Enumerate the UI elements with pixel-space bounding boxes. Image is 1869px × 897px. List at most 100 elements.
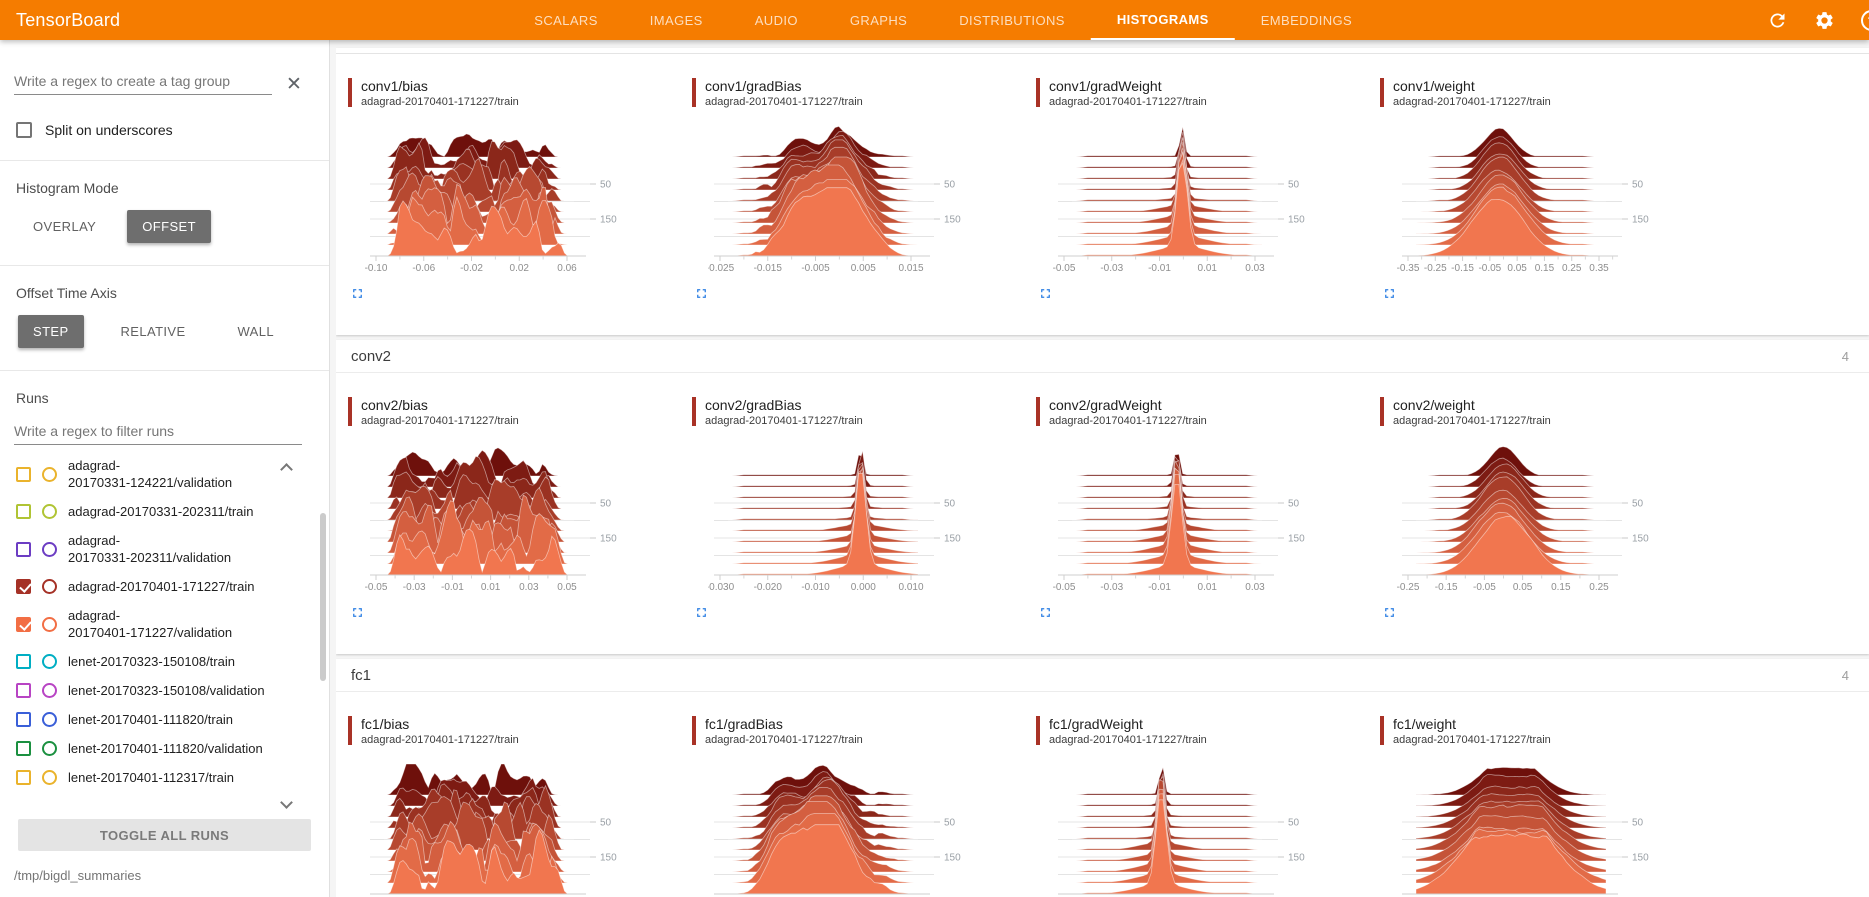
run-checkbox[interactable] xyxy=(16,616,31,632)
tag-category-header[interactable]: fc1 4 xyxy=(336,659,1869,692)
run-row[interactable]: adagrad- 20170401-171227/validation xyxy=(0,601,329,647)
run-color-bar xyxy=(692,78,696,107)
run-row[interactable]: lenet-20170323-150108/train xyxy=(0,647,329,676)
run-checkbox[interactable] xyxy=(16,741,31,756)
run-row[interactable]: adagrad-20170401-171227/train xyxy=(0,572,329,601)
expand-icon[interactable] xyxy=(350,286,366,302)
run-row[interactable]: lenet-20170401-111820/validation xyxy=(0,734,329,763)
expand-icon[interactable] xyxy=(694,286,710,302)
histogram-chart[interactable]: 50 150 -0.05 -0.03 -0.01 0.01 0.03 xyxy=(1052,124,1322,282)
histogram-panel-conv1-gradWeight: conv1/gradWeight adagrad-20170401-171227… xyxy=(1036,78,1380,335)
histogram-tag-title: fc1/weight xyxy=(1393,716,1457,732)
svg-text:0.05: 0.05 xyxy=(1507,263,1527,274)
run-row[interactable]: lenet-20170401-112317/train xyxy=(0,763,329,792)
option-overlay[interactable]: OVERLAY xyxy=(33,219,97,234)
tag-category-content: conv2/bias adagrad-20170401-171227/train… xyxy=(336,373,1869,654)
run-checkbox[interactable] xyxy=(16,654,31,669)
histogram-tag-title: fc1/bias xyxy=(361,716,410,732)
svg-text:-0.030: -0.030 xyxy=(708,582,735,593)
histogram-chart[interactable]: 50 150 xyxy=(1052,762,1322,897)
runs-regex-input[interactable] xyxy=(14,420,302,445)
svg-text:150: 150 xyxy=(600,853,617,864)
run-name: adagrad- 20170401-171227/validation xyxy=(68,608,233,640)
nav-tab-audio[interactable]: AUDIO xyxy=(754,12,798,28)
expand-icon[interactable] xyxy=(350,605,366,621)
svg-text:-0.35: -0.35 xyxy=(1397,263,1420,274)
run-name: lenet-20170323-150108/validation xyxy=(68,683,265,698)
histogram-chart[interactable]: 50 150 xyxy=(1396,762,1666,897)
split-underscores-checkbox[interactable] xyxy=(16,122,32,138)
expand-icon[interactable] xyxy=(1038,605,1054,621)
refresh-icon[interactable] xyxy=(1767,10,1788,31)
histogram-chart[interactable]: 50 150 -0.25 -0.15 -0.05 0.05 0.15 0.25 xyxy=(1396,443,1666,601)
option-relative[interactable]: RELATIVE xyxy=(120,324,186,339)
histogram-run-name: adagrad-20170401-171227/train xyxy=(1393,96,1551,108)
run-row[interactable]: adagrad- 20170331-202311/validation xyxy=(0,526,329,572)
option-wall[interactable]: WALL xyxy=(237,324,274,339)
run-color-circle[interactable] xyxy=(42,741,57,756)
run-color-circle[interactable] xyxy=(42,616,57,632)
svg-text:50: 50 xyxy=(1288,180,1300,191)
histogram-panel-fc1-gradBias: fc1/gradBias adagrad-20170401-171227/tra… xyxy=(692,716,1036,897)
run-checkbox[interactable] xyxy=(16,466,31,482)
svg-text:0.000: 0.000 xyxy=(851,582,876,593)
run-checkbox[interactable] xyxy=(16,541,31,557)
histogram-chart[interactable]: 50 150 -0.35 -0.25 -0.15 -0.05 0.05 0.15 0.25 0.3… xyxy=(1396,124,1666,282)
run-row[interactable]: adagrad-20170331-202311/train xyxy=(0,497,329,526)
run-color-circle[interactable] xyxy=(42,466,57,482)
svg-text:-0.015: -0.015 xyxy=(754,263,783,274)
run-checkbox[interactable] xyxy=(16,770,31,785)
run-row[interactable]: lenet-20170401-111820/train xyxy=(0,705,329,734)
run-color-circle[interactable] xyxy=(42,579,57,594)
histogram-chart[interactable]: 50 150 xyxy=(364,762,634,897)
histogram-chart[interactable]: 50 150 -0.030 -0.020 -0.010 0.000 0.010 xyxy=(706,443,978,601)
nav-tab-images[interactable]: IMAGES xyxy=(649,12,703,28)
run-color-circle[interactable] xyxy=(42,654,57,669)
histogram-mode-options: OVERLAY OFFSET xyxy=(18,210,313,243)
svg-text:150: 150 xyxy=(944,534,961,545)
nav-tab-graphs[interactable]: GRAPHS xyxy=(849,12,908,28)
run-color-circle[interactable] xyxy=(42,770,57,785)
run-row[interactable]: lenet-20170323-150108/validation xyxy=(0,676,329,705)
nav-tab-embeddings[interactable]: EMBEDDINGS xyxy=(1260,12,1353,28)
toggle-all-runs-button[interactable]: TOGGLE ALL RUNS xyxy=(18,819,311,851)
settings-gear-icon[interactable] xyxy=(1814,10,1835,31)
run-row[interactable]: adagrad- 20170331-124221/validation xyxy=(0,451,329,497)
expand-icon[interactable] xyxy=(1382,286,1398,302)
nav-tab-distributions[interactable]: DISTRIBUTIONS xyxy=(959,12,1065,28)
run-color-circle[interactable] xyxy=(42,683,57,698)
nav-tab-scalars[interactable]: SCALARS xyxy=(534,12,598,28)
run-checkbox[interactable] xyxy=(16,579,31,594)
run-color-circle[interactable] xyxy=(42,504,57,519)
svg-text:0.05: 0.05 xyxy=(1513,582,1533,593)
tag-category-header[interactable]: conv2 4 xyxy=(336,340,1869,373)
run-checkbox[interactable] xyxy=(16,504,31,519)
tag-category-card-conv1: conv1/bias adagrad-20170401-171227/train… xyxy=(336,48,1869,335)
nav-tab-histograms[interactable]: HISTOGRAMS xyxy=(1090,0,1235,40)
scroll-down-icon[interactable] xyxy=(280,796,293,809)
option-offset[interactable]: OFFSET xyxy=(127,210,211,243)
runs-scrollbar[interactable] xyxy=(320,513,326,681)
histogram-chart[interactable]: 50 150 -0.10 -0.06 -0.02 0.02 0.06 xyxy=(364,124,634,282)
option-step[interactable]: STEP xyxy=(18,315,84,348)
svg-text:150: 150 xyxy=(1632,215,1649,226)
divider xyxy=(0,370,329,371)
histogram-chart[interactable]: 50 150 -0.025 -0.015 -0.005 0.005 0.015 xyxy=(706,124,978,282)
close-icon[interactable]: ✕ xyxy=(286,74,302,95)
histogram-panel-conv1-gradBias: conv1/gradBias adagrad-20170401-171227/t… xyxy=(692,78,1036,335)
help-icon[interactable]: ? xyxy=(1861,9,1869,31)
run-color-circle[interactable] xyxy=(42,541,57,557)
histogram-chart[interactable]: 50 150 -0.05 -0.03 -0.01 0.01 0.03 xyxy=(1052,443,1322,601)
expand-icon[interactable] xyxy=(694,605,710,621)
run-color-circle[interactable] xyxy=(42,712,57,727)
run-name: lenet-20170401-111820/train xyxy=(68,712,234,727)
svg-text:-0.05: -0.05 xyxy=(1053,582,1076,593)
histogram-chart[interactable]: 50 150 xyxy=(708,762,978,897)
tag-regex-input[interactable] xyxy=(14,70,272,95)
expand-icon[interactable] xyxy=(1382,605,1398,621)
histogram-chart[interactable]: 50 150 -0.05 -0.03 -0.01 0.01 0.03 0.05 xyxy=(364,443,634,601)
svg-text:150: 150 xyxy=(600,534,617,545)
run-checkbox[interactable] xyxy=(16,683,31,698)
expand-icon[interactable] xyxy=(1038,286,1054,302)
run-checkbox[interactable] xyxy=(16,712,31,727)
